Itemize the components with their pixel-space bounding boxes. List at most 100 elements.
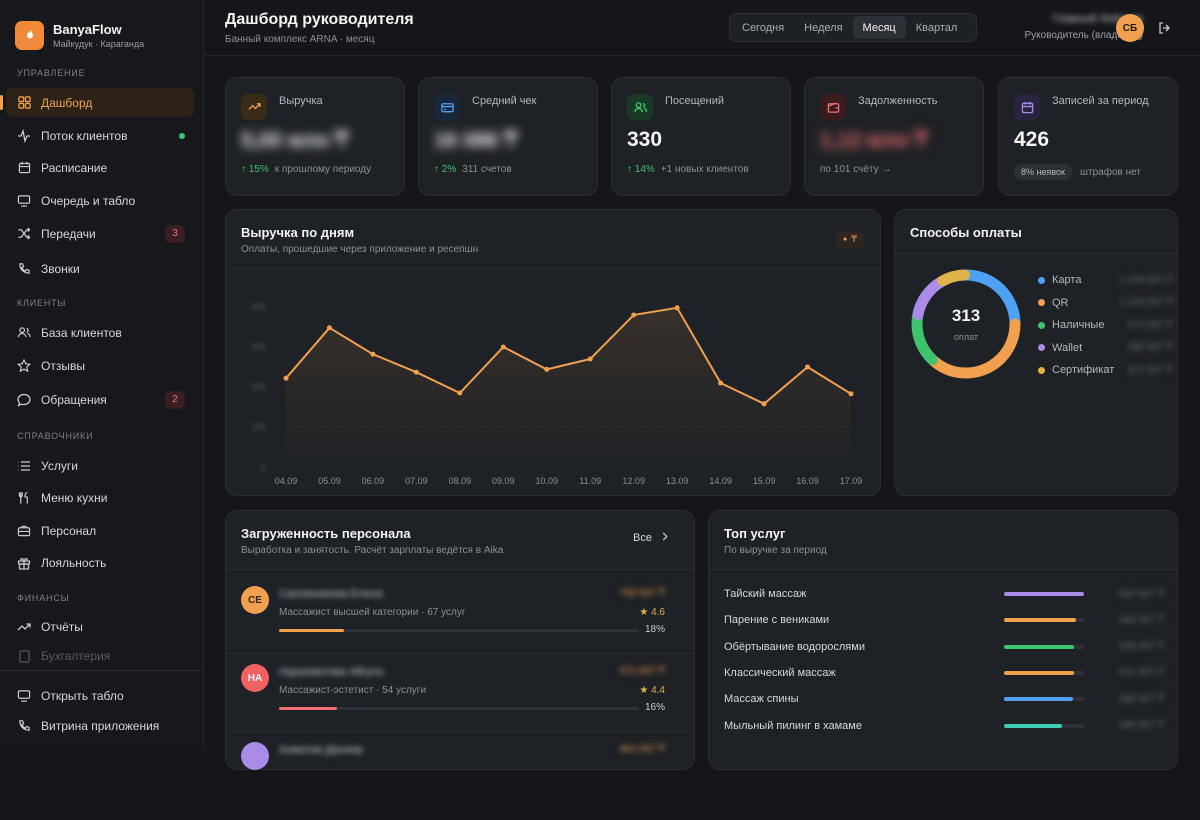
sidebar-item-services[interactable]: Услуги [6,451,194,480]
card-icon [434,94,460,120]
data-point[interactable] [326,325,332,331]
data-point[interactable] [500,344,506,350]
sidebar-divider [0,670,204,671]
sidebar-item-loyalty[interactable]: Лояльность [6,548,194,577]
sidebar-item-reports[interactable]: Отчёты [6,612,194,641]
revenue-subtitle: Оплаты, прошедшие через приложение и рес… [241,244,479,255]
logout-icon[interactable] [1157,21,1171,35]
kpi-card-4[interactable]: Записей за период 426 8% неявок штрафов … [998,77,1178,196]
currency-toggle[interactable]: ● ₸ [836,231,864,248]
service-name: Мыльный пилинг в хамаме [724,719,862,732]
period-week-button[interactable]: Неделя [804,21,843,34]
kpi-card-2[interactable]: Посещений 330 ↑ 14% +1 новых клиентов [611,77,791,196]
data-point[interactable] [587,356,593,362]
kpi-card-3[interactable]: Задолженность 1,12 млн ₸ по 101 счёту → [804,77,984,196]
data-point[interactable] [370,351,376,357]
kpi-footnote[interactable]: по 101 счёту → [820,164,891,175]
data-point[interactable] [457,390,463,396]
sidebar-item-label: Отчёты [41,619,83,634]
avatar[interactable]: СБ [1116,14,1144,42]
sidebar-item-reviews[interactable]: Отзывы [6,351,194,380]
calendar-icon [1014,94,1040,120]
brand[interactable]: BanyaFlow Майкудук · Караганда [0,0,203,56]
services-title: Топ услуг [724,526,786,541]
service-row[interactable]: Парение с вениками 480 567 ₸ [724,610,1164,630]
data-point[interactable] [544,366,550,372]
service-row[interactable]: Массаж спины 398 567 ₸ [724,689,1164,709]
staff-row[interactable]: Ахметов Данияр 461 567 ₸ [241,742,665,820]
staff-row[interactable]: НА Нурахметова Айгуль Массажист-эстетист… [241,664,665,742]
section-clients: КЛИЕНТЫ [17,298,67,308]
data-point[interactable] [718,380,724,386]
sidebar-item-label: Бухгалтерия [41,649,111,663]
sidebar-item-schedule[interactable]: Расписание [6,153,194,182]
data-point[interactable] [805,364,811,370]
kpi-footnote: ↑ 14% +1 новых клиентов [627,164,749,175]
kpi-delta: ↑ 15% [241,164,269,175]
legend-label: Сертификат [1052,364,1115,376]
legend-swatch [1038,344,1045,351]
x-tick-label: 17.09 [840,476,863,486]
data-point[interactable] [413,369,419,375]
kpi-footnote: 8% неявок штрафов нет [1014,164,1141,180]
sidebar-item-client-base[interactable]: База клиентов [6,318,194,347]
sidebar-item-label: Звонки [41,261,80,276]
service-bar [1004,670,1084,675]
sidebar-item-open-board[interactable]: Открыть табло [6,681,194,710]
data-point[interactable] [283,375,289,381]
revenue-line-chart: 0 100 200 300 400 04.09 05.09 06.09 07.09 08.09 09… [251,302,863,486]
staff-load-card: Загруженность персонала Выработка и заня… [225,510,695,770]
period-today-button[interactable]: Сегодня [742,21,785,34]
period-quarter-button[interactable]: Квартал [915,21,958,34]
sidebar-item-label: База клиентов [41,325,122,340]
kpi-label: Записей за период [1052,95,1149,107]
sidebar-item-client-flow[interactable]: Поток клиентов [6,121,194,150]
sidebar-item-staff[interactable]: Персонал [6,516,194,545]
staff-row[interactable]: СЕ Сапожникова Елена Массажист высшей ка… [241,586,665,664]
trending-up-icon [241,94,267,120]
y-tick-label: 0 [261,462,266,472]
kpi-value: 5,00 млн ₸ [241,129,349,152]
page-subtitle: Банный комплекс ARNA · месяц [225,34,375,45]
kpi-note: штрафов нет [1079,166,1141,178]
no-show-badge: 8% неявок [1014,164,1072,180]
donut-slice[interactable] [911,269,1021,379]
service-row[interactable]: Тайский массаж 584 567 ₸ [724,584,1164,604]
ledger-icon [17,649,31,663]
data-point[interactable] [631,312,637,318]
page-title: Дашборд руководителя [225,11,414,28]
service-row[interactable]: Мыльный пилинг в хамаме 289 567 ₸ [724,716,1164,736]
donut-slice[interactable] [911,269,1021,379]
kpi-footnote: ↑ 2% 311 счетов [434,164,512,175]
staff-all-link[interactable]: Все [633,532,669,544]
kpi-footnote: ↑ 15% к прошлому периоду [241,164,371,175]
card-divider [226,569,694,570]
data-point[interactable] [761,401,767,407]
service-row[interactable]: Обёртывание водорослями 438 567 ₸ [724,637,1164,657]
sidebar-item-calls[interactable]: Звонки [6,254,194,283]
donut-slice[interactable] [911,269,1021,379]
sidebar-item-label: Меню кухни [41,490,108,505]
sidebar-item-transfers[interactable]: Передачи 3 [6,219,194,248]
legend-item: Wallet 480 567 ₸ [1038,342,1173,354]
kpi-label: Задолженность [858,95,938,107]
kpi-card-0[interactable]: Выручка 5,00 млн ₸ ↑ 15% к прошлому пери… [225,77,405,196]
sidebar-item-requests[interactable]: Обращения 2 [6,385,194,414]
sidebar-item-dashboard[interactable]: Дашборд [0,88,194,117]
period-month-button[interactable]: Месяц [852,16,906,39]
x-tick-label: 04.09 [275,476,298,486]
sidebar-item-label: Персонал [41,523,97,538]
sidebar-item-accounting[interactable]: Бухгалтерия [6,646,194,666]
data-point[interactable] [848,391,854,397]
sidebar-item-label: Очередь и табло [41,193,136,208]
sidebar-item-app-showcase[interactable]: Витрина приложения [6,711,194,740]
activity-icon [17,128,31,143]
service-row[interactable]: Классический массаж 431 567 ₸ [724,663,1164,683]
sidebar-item-queue[interactable]: Очередь и табло [6,186,194,215]
data-point[interactable] [674,305,680,311]
sidebar-item-kitchen-menu[interactable]: Меню кухни [6,483,194,512]
x-tick-label: 10.09 [536,476,559,486]
kpi-label: Средний чек [472,95,537,107]
phone-icon [17,719,31,733]
kpi-card-1[interactable]: Средний чек 16 086 ₸ ↑ 2% 311 счетов [418,77,598,196]
